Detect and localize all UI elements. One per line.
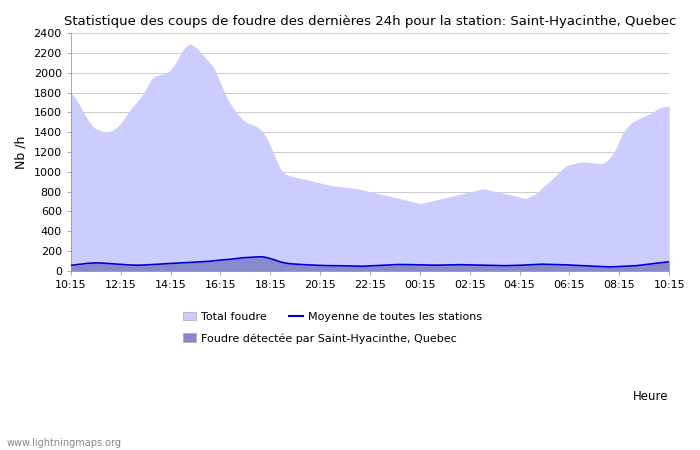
Legend: Foudre détectée par Saint-Hyacinthe, Quebec: Foudre détectée par Saint-Hyacinthe, Que…: [178, 328, 461, 348]
Text: Heure: Heure: [633, 391, 668, 403]
Y-axis label: Nb /h: Nb /h: [15, 135, 28, 169]
Title: Statistique des coups de foudre des dernières 24h pour la station: Saint-Hyacint: Statistique des coups de foudre des dern…: [64, 15, 676, 28]
Text: www.lightningmaps.org: www.lightningmaps.org: [7, 438, 122, 448]
